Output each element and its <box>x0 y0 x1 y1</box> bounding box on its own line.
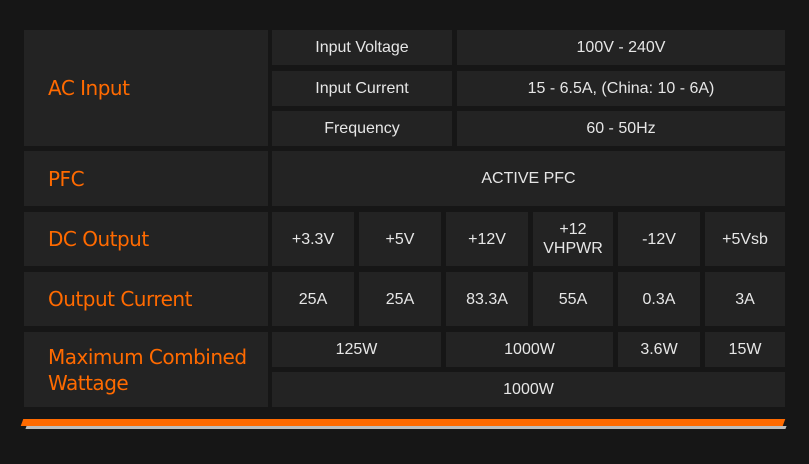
output-current-cell: 25A <box>359 272 441 326</box>
pfc-value: ACTIVE PFC <box>272 151 785 206</box>
max-wattage-cell: 15W <box>705 332 785 367</box>
dc-output-cell: -12V <box>618 212 700 266</box>
dc-output-cell: +3.3V <box>272 212 354 266</box>
max-wattage-cell: 125W <box>272 332 441 367</box>
frequency-value: 60 - 50Hz <box>457 111 785 146</box>
ac-input-header: AC Input <box>24 30 268 146</box>
input-current-label: Input Current <box>272 71 452 106</box>
output-current-header: Output Current <box>24 272 268 326</box>
pfc-header: PFC <box>24 151 268 206</box>
output-current-cell: 55A <box>533 272 613 326</box>
output-current-cell: 25A <box>272 272 354 326</box>
frequency-label: Frequency <box>272 111 452 146</box>
accent-bar-shadow <box>25 426 787 429</box>
dc-output-cell: +5Vsb <box>705 212 785 266</box>
input-voltage-value: 100V - 240V <box>457 30 785 65</box>
max-wattage-cell: 3.6W <box>618 332 700 367</box>
dc-output-cell: +12V <box>446 212 528 266</box>
output-current-cell: 3A <box>705 272 785 326</box>
dc-output-header: DC Output <box>24 212 268 266</box>
input-current-value: 15 - 6.5A, (China: 10 - 6A) <box>457 71 785 106</box>
input-voltage-label: Input Voltage <box>272 30 452 65</box>
max-wattage-header: Maximum Combined Wattage <box>24 332 268 407</box>
output-current-cell: 0.3A <box>618 272 700 326</box>
max-wattage-total: 1000W <box>272 372 785 407</box>
output-current-cell: 83.3A <box>446 272 528 326</box>
dc-output-cell: +12 VHPWR <box>533 212 613 266</box>
dc-output-cell: +5V <box>359 212 441 266</box>
accent-bar <box>20 419 786 426</box>
max-wattage-cell: 1000W <box>446 332 613 367</box>
